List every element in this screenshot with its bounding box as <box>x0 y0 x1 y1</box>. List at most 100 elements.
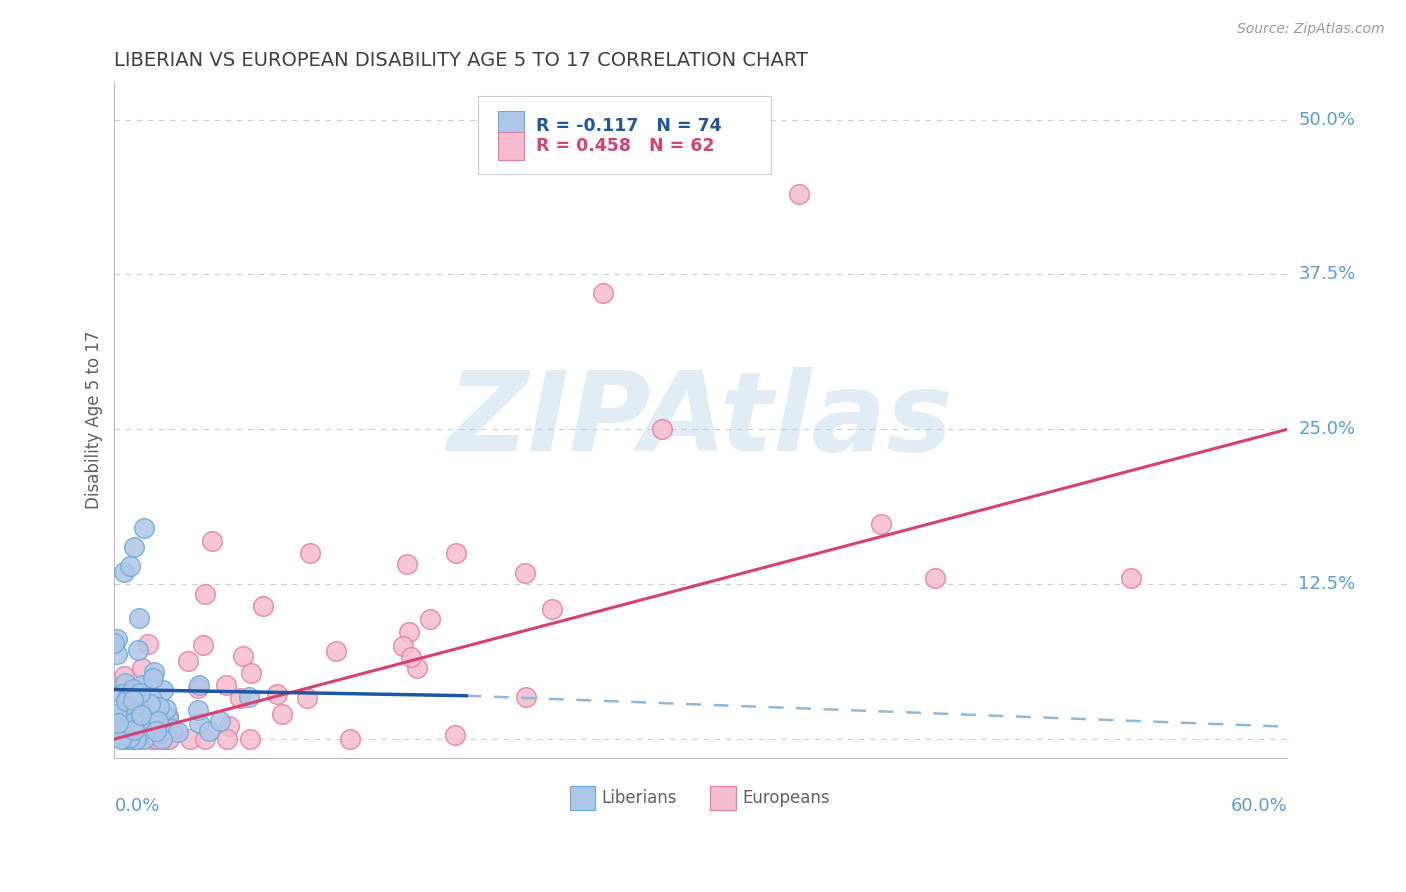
Bar <box>569 786 595 810</box>
Point <box>105 711 128 725</box>
Point <box>787 186 810 201</box>
Point <box>208 714 231 729</box>
Point <box>105 632 128 646</box>
Point <box>446 546 468 560</box>
Point <box>179 732 201 747</box>
Point <box>396 557 419 571</box>
Point <box>131 723 153 737</box>
Point <box>112 713 135 727</box>
Point <box>131 678 153 692</box>
Point <box>232 648 254 663</box>
Point <box>142 671 165 685</box>
Point <box>160 722 183 736</box>
Point <box>120 732 142 747</box>
Point <box>541 602 564 616</box>
Point <box>132 521 155 535</box>
Point <box>239 732 262 747</box>
Point <box>122 714 145 729</box>
Point <box>129 703 152 717</box>
Point <box>107 715 129 730</box>
Point <box>129 686 152 700</box>
Point <box>392 639 415 653</box>
Point <box>218 719 240 733</box>
Point <box>120 732 142 747</box>
Point <box>127 686 149 700</box>
Point <box>120 721 142 735</box>
Bar <box>498 132 524 160</box>
Point <box>419 612 441 626</box>
Point <box>125 701 148 715</box>
Point <box>143 665 166 679</box>
Text: 0.0%: 0.0% <box>114 797 160 814</box>
Point <box>146 732 169 747</box>
Point <box>298 546 321 560</box>
Point <box>187 703 209 717</box>
Point <box>118 558 141 573</box>
Point <box>191 639 214 653</box>
Point <box>105 647 128 661</box>
Point <box>188 715 211 730</box>
Text: 37.5%: 37.5% <box>1299 266 1355 284</box>
Point <box>111 732 134 747</box>
Point <box>215 677 238 691</box>
Point <box>129 691 152 706</box>
Point <box>122 723 145 738</box>
Text: ZIPAtlas: ZIPAtlas <box>449 367 953 474</box>
Point <box>398 624 420 639</box>
Point <box>117 690 139 704</box>
Point <box>194 732 217 747</box>
Point <box>238 690 260 705</box>
Point <box>110 731 132 746</box>
Point <box>112 669 135 683</box>
Point <box>134 732 156 747</box>
Point <box>1119 571 1142 585</box>
Point <box>399 649 422 664</box>
Bar <box>498 112 524 140</box>
Point <box>156 732 179 747</box>
Point <box>139 712 162 726</box>
Point <box>325 643 347 657</box>
Point <box>125 706 148 721</box>
Point <box>266 687 288 701</box>
Point <box>128 611 150 625</box>
Point <box>443 728 465 742</box>
Point <box>146 714 169 729</box>
Point <box>651 422 673 436</box>
Point <box>229 690 252 705</box>
Point <box>515 690 537 704</box>
Point <box>924 571 946 585</box>
Point <box>513 566 536 580</box>
Point <box>149 726 172 740</box>
Point <box>131 661 153 675</box>
Y-axis label: Disability Age 5 to 17: Disability Age 5 to 17 <box>86 331 103 509</box>
Point <box>339 732 361 747</box>
Point <box>194 587 217 601</box>
Point <box>167 725 190 739</box>
Point <box>124 702 146 716</box>
Point <box>114 676 136 690</box>
Point <box>240 665 263 680</box>
Point <box>406 661 429 675</box>
Point <box>297 690 319 705</box>
Point <box>127 643 149 657</box>
Point <box>592 285 614 300</box>
Point <box>128 709 150 723</box>
Point <box>252 599 274 613</box>
Point <box>146 732 169 747</box>
Point <box>148 699 170 714</box>
Point <box>869 517 891 532</box>
Point <box>157 732 180 747</box>
Bar <box>710 786 737 810</box>
Point <box>124 725 146 739</box>
Point <box>129 708 152 723</box>
Point <box>152 682 174 697</box>
Point <box>108 706 131 720</box>
Point <box>111 687 134 701</box>
Text: R = 0.458   N = 62: R = 0.458 N = 62 <box>536 136 714 155</box>
Point <box>197 723 219 738</box>
Text: 25.0%: 25.0% <box>1299 420 1355 438</box>
Point <box>112 714 135 729</box>
Point <box>177 654 200 668</box>
Point <box>122 681 145 696</box>
Point <box>139 697 162 711</box>
